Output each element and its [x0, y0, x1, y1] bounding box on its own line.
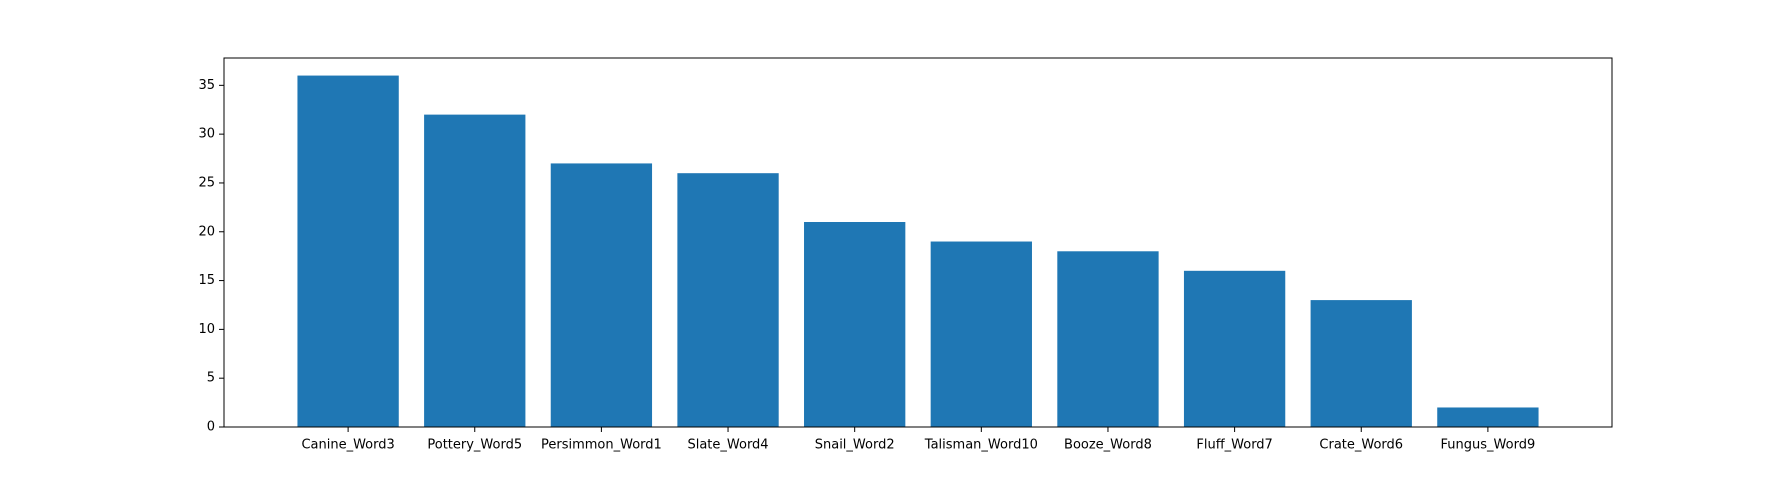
bar-pottery-word5	[424, 114, 526, 427]
y-tick-label: 10	[198, 322, 215, 337]
x-tick-label: Crate_Word6	[1319, 438, 1403, 453]
x-tick-label: Talisman_Word10	[924, 438, 1038, 453]
y-tick-label: 30	[198, 127, 215, 142]
x-tick-label: Persimmon_Word1	[541, 438, 662, 453]
y-tick-label: 15	[198, 273, 215, 288]
x-tick-label: Slate_Word4	[687, 438, 768, 453]
plot-frame	[223, 57, 1613, 428]
y-tick-label: 5	[207, 371, 215, 386]
bar-talisman-word10	[930, 241, 1032, 427]
x-tick-label: Fluff_Word7	[1196, 438, 1272, 453]
bar-snail-word2	[804, 222, 906, 427]
y-tick-label: 0	[207, 420, 215, 435]
x-tick-label: Pottery_Word5	[427, 438, 522, 453]
x-axis-ticks: Canine_Word3 Pottery_Word5 Persimmon_Word1…	[301, 427, 1535, 453]
y-tick-label: 20	[198, 224, 215, 239]
axes-layer	[223, 57, 1613, 428]
bar-persimmon-word1	[550, 163, 653, 427]
x-tick-label: Canine_Word3	[301, 438, 394, 453]
x-tick-label: Booze_Word8	[1064, 438, 1152, 453]
y-tick-label: 35	[198, 78, 215, 93]
bar-fungus-word9	[1437, 407, 1539, 427]
bar-slate-word4	[677, 173, 779, 427]
x-tick-label: Snail_Word2	[815, 438, 895, 453]
x-tick-label: Fungus_Word9	[1441, 438, 1536, 453]
bars-layer	[297, 75, 1539, 428]
y-axis-ticks: 0 5 10 15 20 25 30 35	[198, 78, 224, 435]
bar-crate-word6	[1310, 300, 1412, 427]
bar-fluff-word7	[1183, 270, 1286, 427]
bar-booze-word8	[1057, 251, 1159, 427]
bar-canine-word3	[297, 75, 399, 428]
y-tick-label: 25	[198, 175, 215, 190]
